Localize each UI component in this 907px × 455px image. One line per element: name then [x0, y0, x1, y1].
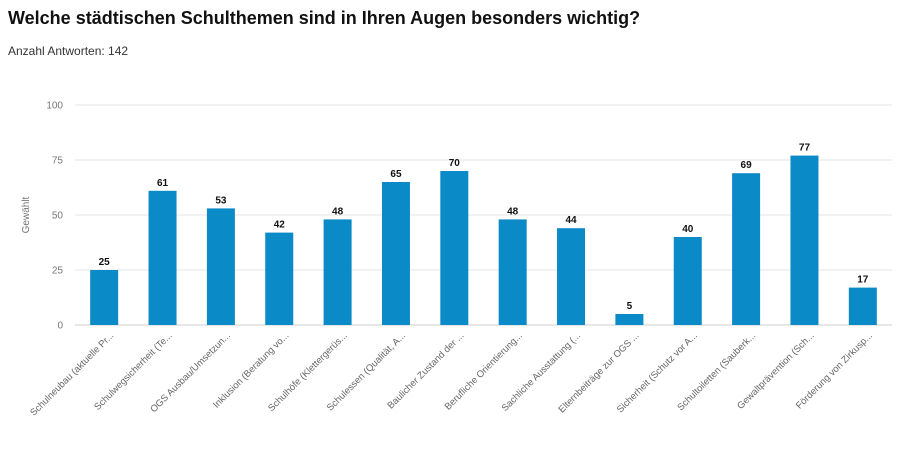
data-label: 77: [799, 143, 811, 154]
bar[interactable]: [790, 155, 819, 325]
bar[interactable]: [323, 219, 352, 325]
data-label: 40: [682, 224, 694, 235]
bar[interactable]: [615, 314, 644, 325]
chart-title: Welche städtischen Schulthemen sind in I…: [8, 8, 641, 28]
y-tick-label: 100: [46, 101, 63, 112]
data-label: 70: [449, 158, 461, 169]
bar[interactable]: [440, 171, 469, 325]
bar[interactable]: [90, 270, 119, 325]
bar[interactable]: [557, 228, 586, 325]
data-label: 5: [627, 301, 633, 312]
data-label: 25: [99, 257, 111, 268]
data-label: 48: [507, 206, 519, 217]
data-label: 44: [565, 215, 577, 226]
y-tick-label: 50: [52, 211, 64, 222]
bar[interactable]: [498, 219, 527, 325]
bar[interactable]: [381, 182, 410, 325]
chart-subtitle: Anzahl Antworten: 142: [8, 44, 129, 58]
bar[interactable]: [206, 208, 235, 325]
data-label: 53: [215, 195, 227, 206]
bar[interactable]: [732, 173, 761, 325]
bar[interactable]: [148, 190, 177, 325]
bar[interactable]: [848, 287, 877, 325]
y-tick-label: 25: [52, 266, 64, 277]
data-label: 69: [741, 160, 753, 171]
data-label: 48: [332, 206, 344, 217]
data-label: 42: [274, 220, 286, 231]
y-tick-label: 75: [52, 156, 64, 167]
data-label: 65: [390, 169, 402, 180]
data-label: 17: [857, 275, 869, 286]
bar[interactable]: [673, 237, 702, 325]
data-label: 61: [157, 178, 169, 189]
y-tick-label: 0: [57, 321, 63, 332]
y-axis-label: Gewählt: [21, 196, 32, 233]
bar[interactable]: [265, 232, 294, 325]
